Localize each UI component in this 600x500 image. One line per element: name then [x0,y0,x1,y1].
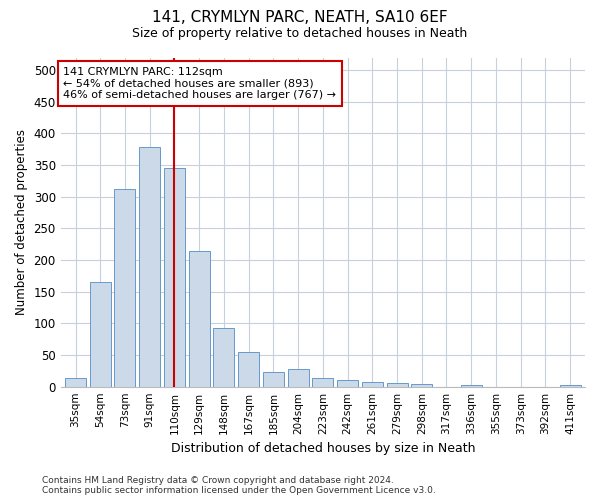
Bar [263,372,284,386]
Bar [386,383,407,386]
Bar [188,250,209,386]
Bar [337,380,358,386]
Bar [313,378,334,386]
Text: Size of property relative to detached houses in Neath: Size of property relative to detached ho… [133,28,467,40]
Bar [287,369,308,386]
Bar [214,328,235,386]
Bar [411,384,432,386]
X-axis label: Distribution of detached houses by size in Neath: Distribution of detached houses by size … [170,442,475,455]
Y-axis label: Number of detached properties: Number of detached properties [15,129,28,315]
Text: 141, CRYMLYN PARC, NEATH, SA10 6EF: 141, CRYMLYN PARC, NEATH, SA10 6EF [152,10,448,25]
Bar [139,148,160,386]
Bar [362,382,383,386]
Bar [164,168,185,386]
Text: 141 CRYMLYN PARC: 112sqm
← 54% of detached houses are smaller (893)
46% of semi-: 141 CRYMLYN PARC: 112sqm ← 54% of detach… [63,67,336,100]
Bar [90,282,111,387]
Bar [115,188,136,386]
Bar [238,352,259,386]
Bar [65,378,86,386]
Text: Contains HM Land Registry data © Crown copyright and database right 2024.
Contai: Contains HM Land Registry data © Crown c… [42,476,436,495]
